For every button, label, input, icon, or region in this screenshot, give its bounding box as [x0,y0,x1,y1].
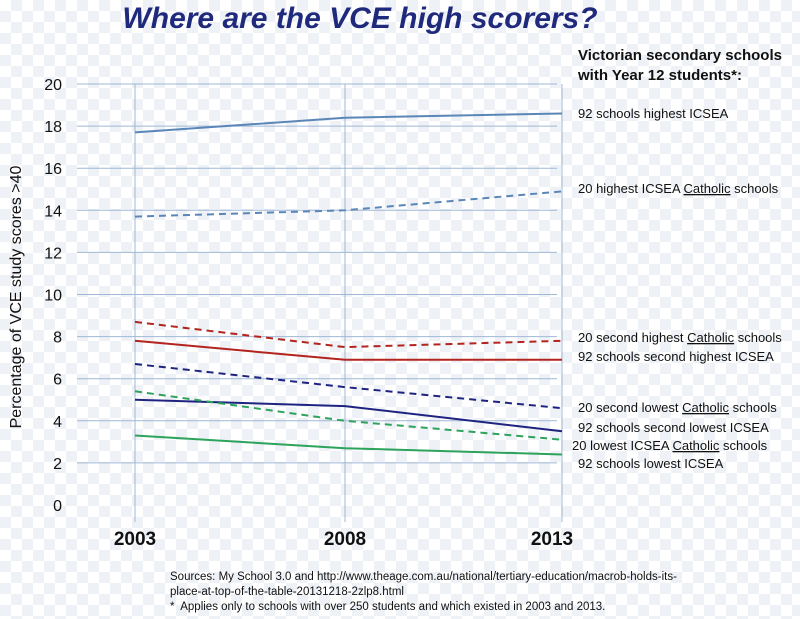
y-tick-label: 18 [44,119,62,136]
y-tick-label: 10 [44,288,62,305]
series-label: 20 highest ICSEA Catholic schools [578,181,779,196]
chart-title: Where are the VCE high scorers? [122,2,598,35]
series-line [134,190,563,218]
series-label: 92 schools highest ICSEA [578,106,729,121]
series-label: 20 second lowest Catholic schools [578,400,777,415]
series-line [134,434,563,456]
y-tick-label: 6 [53,372,62,389]
y-tick-label: 14 [44,203,62,220]
series-label: 92 schools lowest ICSEA [578,456,724,471]
sources-line-2: place-at-top-of-the-table-20131218-2zlp8… [170,586,404,598]
y-axis-label: Percentage of VCE study scores >40 [8,165,25,428]
series-line [134,112,563,134]
axis-ticks: 0 2 4 6 8 10 12 14 16 18 20 2003 2008 2013 [44,77,573,550]
y-tick-label: 2 [53,456,62,473]
series-label: 92 schools second lowest ICSEA [578,420,769,435]
legend-heading: Victorian secondary schools with Year 12… [578,46,798,86]
series-line [134,398,563,433]
series-line [134,339,562,361]
y-tick-label: 16 [44,161,62,178]
series-line [134,390,563,441]
x-tick-label: 2008 [324,529,366,550]
y-tick-label: 12 [44,245,62,262]
series-line [134,320,563,349]
sources-line-1: Sources: My School 3.0 and http://www.th… [170,571,677,583]
series-lines [134,112,563,456]
series-label: 20 lowest ICSEA Catholic schools [572,438,768,453]
y-tick-label: 8 [53,330,62,347]
x-tick-label: 2003 [114,529,156,550]
x-tick-label: 2013 [531,529,573,550]
series-label: 92 schools second highest ICSEA [578,349,774,364]
grid-lines [77,83,563,522]
series-labels: 92 schools highest ICSEA 20 highest ICSEA… [572,106,782,471]
footnote-line: * Applies only to schools with over 250 … [170,601,606,613]
sources-note: Sources: My School 3.0 and http://www.th… [170,570,780,615]
series-label: 20 second highest Catholic schools [578,330,782,345]
legend-heading-line-1: Victorian secondary schools [578,47,782,64]
legend-heading-line-2: with Year 12 students*: [578,67,742,84]
y-tick-label: 20 [44,77,62,94]
y-tick-label: 4 [53,414,62,431]
y-tick-label: 0 [53,498,62,515]
